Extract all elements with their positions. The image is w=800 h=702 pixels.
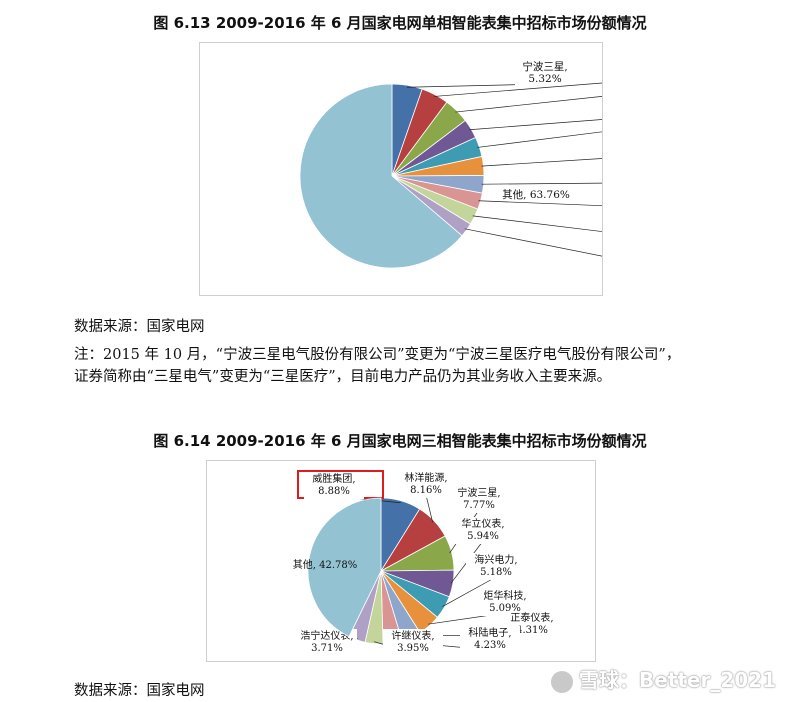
- slice-value-6: 4.31%: [516, 625, 548, 636]
- slice-value-3: 5.94%: [467, 531, 499, 542]
- slice-value-7: 4.23%: [474, 640, 506, 651]
- slice-label-5: 炬华科技,: [483, 589, 526, 602]
- label-bg: [396, 471, 456, 498]
- label-bg: [449, 486, 509, 513]
- note-line-2: 证券简称由“三星电气”变更为“三星医疗”，目前电力产品仍为其业务收入主要来源。: [74, 369, 612, 385]
- pie-chart-three-phase: 威胜集团, 8.88% 林洋能源, 8.16% 宁波三星, 7.77% 华立仪表, 5.94%…: [206, 460, 596, 662]
- slice-label-9: 浩宁达仪表,: [300, 629, 353, 642]
- slice-label-10: 其他, 63.76%: [502, 188, 570, 201]
- leader-line-5: [481, 158, 602, 167]
- slice-label-2: 宁波三星,: [457, 486, 500, 499]
- watermark-text: 雪球：Better_2021: [578, 668, 776, 692]
- slice-value-2: 7.77%: [463, 500, 495, 511]
- slice-value-5: 5.09%: [489, 603, 521, 614]
- pie-chart-single-phase: 宁波三星,5.32%威胜集团,4.85%林洋能源,4.52%海兴电力,3.44%…: [199, 42, 603, 296]
- leader-line-8: [472, 215, 602, 232]
- leader-line-4: [442, 576, 497, 607]
- figure1-source: 数据来源：国家电网: [74, 319, 205, 335]
- snowball-logo-icon: [550, 670, 573, 693]
- note-line-1: 注：2015 年 10 月，“宁波三星电气股份有限公司”变更为“宁波三星医疗电气…: [74, 347, 681, 363]
- label-bg: [304, 472, 364, 499]
- leader-line-2: [455, 96, 602, 113]
- leader-line-1: [425, 494, 433, 523]
- slice-label-6: 正泰仪表,: [510, 611, 553, 624]
- leader-line-9: [464, 228, 602, 257]
- leader-line-7: [478, 200, 602, 207]
- slice-label-3: 华立仪表,: [461, 517, 504, 530]
- slice-value-8: 3.95%: [397, 643, 429, 654]
- label-bg: [453, 517, 513, 544]
- slice-value-0: 8.88%: [318, 486, 350, 497]
- leader-line-3: [469, 119, 602, 131]
- slice-value-1: 8.16%: [410, 485, 442, 496]
- slice-value-0: 5.32%: [528, 73, 561, 85]
- pie-slice-10: [307, 497, 382, 638]
- watermark: 雪球：Better_2021: [550, 664, 776, 693]
- pie-slice-10: [299, 83, 463, 269]
- leader-line-6: [481, 182, 602, 185]
- figure1-title: 图 6.13 2009-2016 年 6 月国家电网单相智能表集中招标市场份额情…: [153, 14, 647, 32]
- pie-chart-svg: 威胜集团,8.88% 林洋能源,8.16% 宁波三星,7.77% 华立仪表,5.94%…: [293, 470, 562, 656]
- figure2-source: 数据来源：国家电网: [74, 683, 205, 699]
- leader-line-1: [434, 82, 602, 97]
- leader-line-4: [477, 131, 602, 148]
- pie-chart-svg: 宁波三星,5.32%威胜集团,4.85%林洋能源,4.52%海兴电力,3.44%…: [299, 60, 602, 269]
- label-bg: [466, 553, 526, 580]
- slice-label-10: 其他, 42.78%: [293, 558, 358, 571]
- slice-label-8: 许继仪表,: [391, 629, 434, 642]
- slice-label-0: 威胜集团,: [312, 472, 355, 485]
- slice-label-1: 林洋能源,: [404, 471, 447, 484]
- label-bg: [515, 60, 575, 87]
- slice-label-4: 海兴电力,: [474, 553, 517, 566]
- slice-label-0: 宁波三星,: [522, 60, 567, 73]
- label-bg: [460, 626, 520, 653]
- slice-label-7: 科陆电子,: [468, 626, 511, 639]
- label-bg: [383, 629, 443, 656]
- slice-value-9: 3.71%: [311, 643, 343, 654]
- slice-value-4: 5.18%: [480, 567, 512, 578]
- figure2-title: 图 6.14 2009-2016 年 6 月国家电网三相智能表集中招标市场份额情…: [153, 432, 647, 450]
